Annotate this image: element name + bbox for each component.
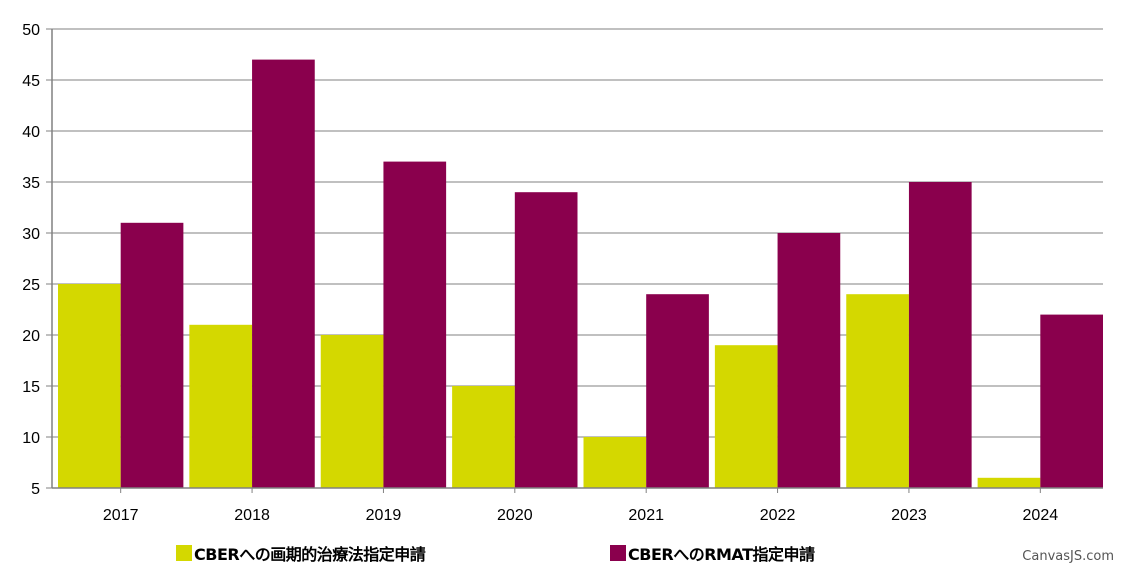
x-tick-label-2022: 2022 (760, 507, 796, 524)
y-tick-label-45: 45 (22, 73, 40, 90)
bar-2020-series-1[interactable] (452, 386, 515, 488)
bar-2018-series-2[interactable] (252, 59, 315, 488)
bar-2021-series-1[interactable] (583, 437, 647, 488)
bar-2018-series-1[interactable] (189, 324, 253, 488)
x-tick-label-2019: 2019 (366, 507, 402, 524)
x-tick-label-2020: 2020 (497, 507, 533, 524)
x-tick-label-2024: 2024 (1023, 507, 1059, 524)
legend-item-series-1[interactable]: CBERへの画期的治療法指定申請 (176, 541, 426, 565)
legend-label-series-1: CBERへの画期的治療法指定申請 (194, 545, 426, 564)
bar-2019-series-2[interactable] (383, 161, 447, 488)
bar-2017-series-1[interactable] (58, 284, 121, 488)
bar-2019-series-1[interactable] (320, 335, 384, 488)
y-tick-label-25: 25 (22, 277, 40, 294)
bar-2022-series-2[interactable] (777, 233, 841, 488)
bars (58, 59, 1103, 489)
bar-2024-series-1[interactable] (977, 477, 1041, 488)
bar-2020-series-2[interactable] (514, 192, 578, 488)
x-tick-label-2018: 2018 (234, 507, 270, 524)
x-tick-label-2021: 2021 (628, 507, 664, 524)
y-tick-label-15: 15 (22, 379, 40, 396)
bar-2023-series-2[interactable] (908, 182, 972, 488)
legend-label-series-2: CBERへのRMAT指定申請 (628, 545, 815, 564)
x-tick-label-2017: 2017 (103, 507, 139, 524)
y-tick-label-10: 10 (22, 430, 40, 447)
bar-2023-series-1[interactable] (846, 294, 909, 488)
y-tick-label-35: 35 (22, 175, 40, 192)
bar-2022-series-1[interactable] (714, 345, 778, 488)
bar-2017-series-2[interactable] (120, 222, 184, 489)
legend-swatch-series-1 (176, 545, 192, 561)
y-axis-ticks: 5 10 15 20 25 30 35 40 45 50 (22, 22, 52, 498)
y-tick-label-20: 20 (22, 328, 40, 345)
credit-link[interactable]: CanvasJS.com (1022, 549, 1114, 564)
y-tick-label-50: 50 (22, 22, 40, 39)
y-tick-label-30: 30 (22, 226, 40, 243)
y-tick-label-40: 40 (22, 124, 40, 141)
legend-swatch-series-2 (610, 545, 626, 561)
x-axis-ticks: 2017 2018 2019 2020 2021 2022 2023 2024 (103, 488, 1058, 524)
y-tick-label-5: 5 (31, 481, 40, 498)
bar-2024-series-2[interactable] (1040, 314, 1103, 488)
legend-item-series-2[interactable]: CBERへのRMAT指定申請 (610, 541, 815, 565)
x-tick-label-2023: 2023 (891, 507, 927, 524)
bar-2021-series-2[interactable] (646, 294, 709, 488)
